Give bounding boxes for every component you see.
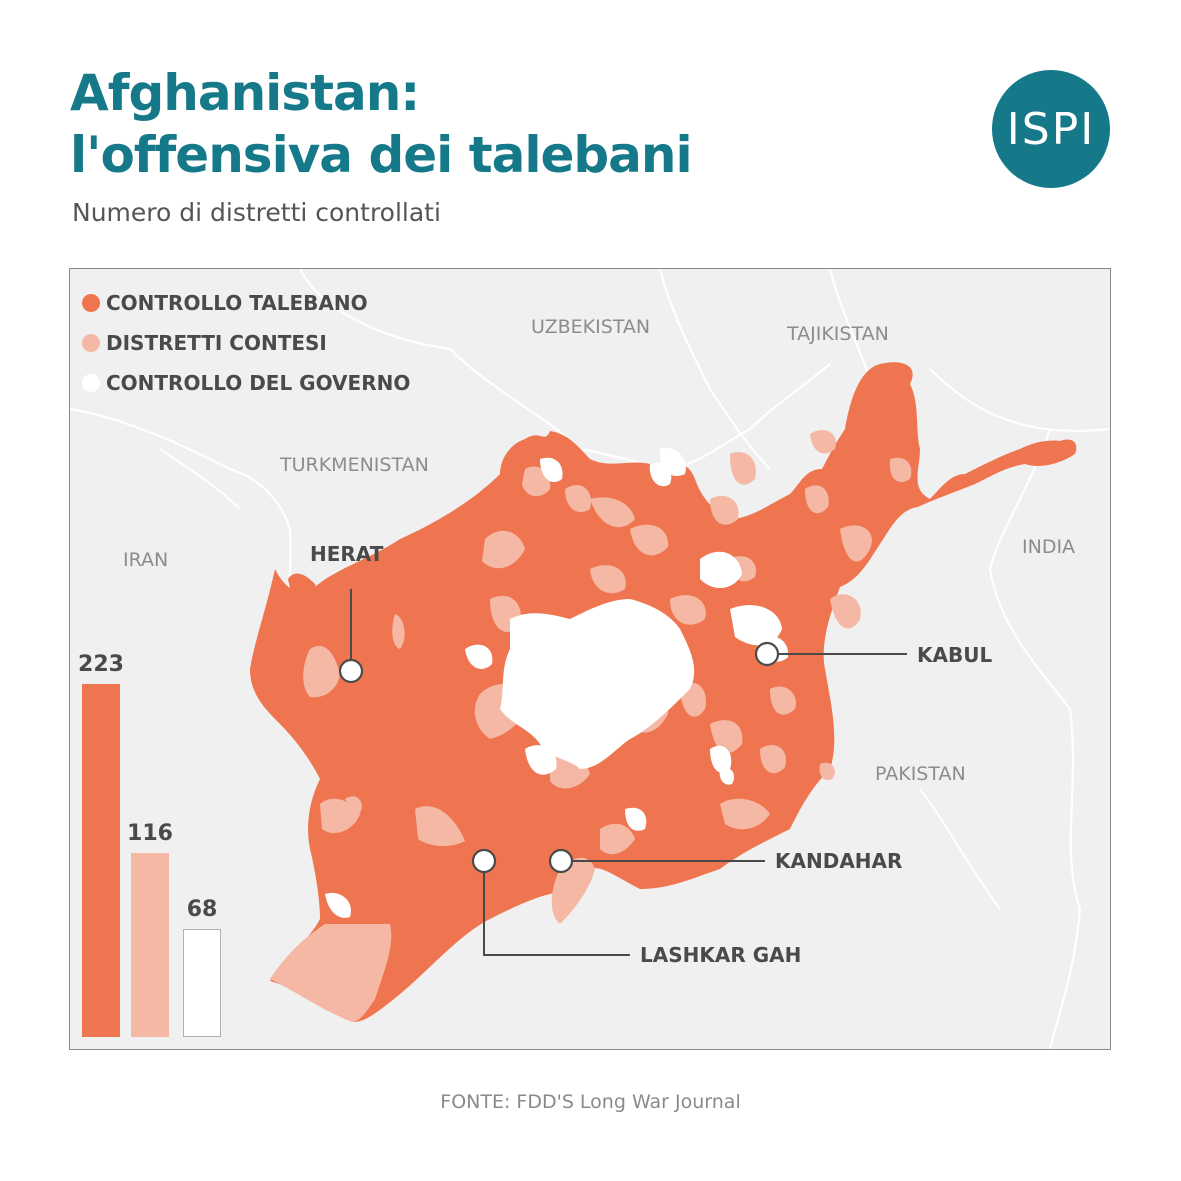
herat-marker <box>338 658 364 684</box>
lashkar-gah-leader <box>483 861 630 956</box>
legend-swatch-taliban <box>82 294 100 312</box>
legend-label-contested: DISTRETTI CONTESI <box>106 331 327 355</box>
title-line-2: l'offensiva dei talebani <box>70 126 693 184</box>
country-label-india: INDIA <box>1022 536 1076 558</box>
contested-areas <box>270 429 912 1022</box>
legend-label-taliban: CONTROLLO TALEBANO <box>106 291 368 315</box>
kabul-marker <box>754 641 780 667</box>
legend-swatch-government <box>82 374 100 392</box>
afghanistan-map: CONTROLLO TALEBANO DISTRETTI CONTESI CON… <box>69 268 1111 1050</box>
city-label-kabul: KABUL <box>917 643 993 667</box>
bar-taliban <box>82 684 120 1037</box>
legend-item-contested: DISTRETTI CONTESI <box>82 323 410 363</box>
title-line-1: Afghanistan: <box>70 64 420 122</box>
bar-government <box>183 929 221 1037</box>
country-label-pakistan: PAKISTAN <box>875 763 966 785</box>
country-label-tajikistan: TAJIKISTAN <box>787 323 889 345</box>
city-label-kandahar: KANDAHAR <box>775 849 903 873</box>
legend-item-government: CONTROLLO DEL GOVERNO <box>82 363 410 403</box>
city-markers <box>338 641 780 874</box>
country-borders <box>70 269 1110 1049</box>
country-label-iran: IRAN <box>123 549 169 571</box>
legend-item-taliban: CONTROLLO TALEBANO <box>82 283 410 323</box>
bar-value-taliban: 223 <box>78 652 124 677</box>
legend-label-government: CONTROLLO DEL GOVERNO <box>106 371 411 395</box>
map-legend: CONTROLLO TALEBANO DISTRETTI CONTESI CON… <box>82 283 410 403</box>
bar-value-contested: 116 <box>127 821 173 846</box>
subtitle: Numero di distretti controllati <box>72 198 441 227</box>
bar-value-government: 68 <box>186 897 218 922</box>
kandahar-marker <box>548 848 574 874</box>
source-note: FONTE: FDD'S Long War Journal <box>440 1091 741 1113</box>
page-title: Afghanistan: l'offensiva dei talebani <box>70 62 693 186</box>
bar-contested <box>131 853 169 1037</box>
city-label-lashkar-gah: LASHKAR GAH <box>640 943 802 967</box>
city-label-herat: HERAT <box>310 542 384 566</box>
country-label-turkmenistan: TURKMENISTAN <box>280 454 429 476</box>
city-leaders <box>350 589 907 956</box>
map-graphic <box>70 269 1110 1049</box>
country-label-uzbekistan: UZBEKISTAN <box>531 316 651 338</box>
legend-swatch-contested <box>82 334 100 352</box>
ispi-logo: ISPI <box>992 70 1110 188</box>
lashkar-gah-marker <box>471 848 497 874</box>
